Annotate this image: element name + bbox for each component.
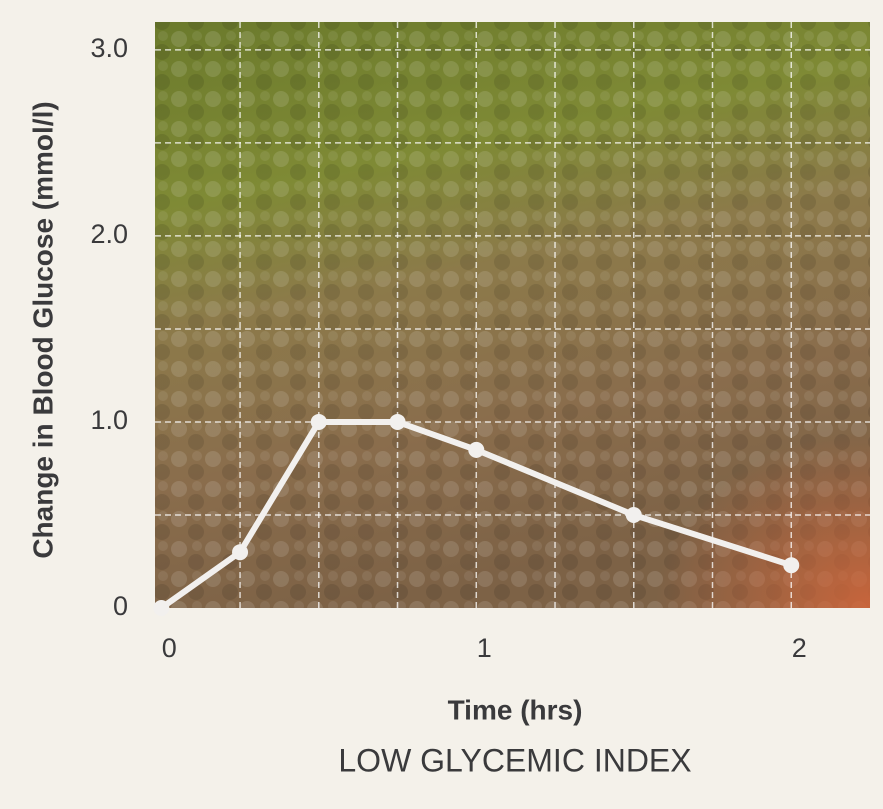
y-tick-label: 2.0 [90,219,128,249]
data-point [625,506,642,523]
data-point [389,413,406,430]
plot-corner [155,22,870,608]
data-point [310,413,327,430]
x-axis-label: Time (hrs) [448,694,583,725]
data-point [468,441,485,458]
y-tick-label: 0 [113,591,128,621]
y-tick-label: 3.0 [90,33,128,63]
y-tick-label: 1.0 [90,405,128,435]
data-point [783,557,800,574]
data-point [232,544,249,561]
data-point [153,600,170,616]
y-axis-label: Change in Blood Glucose (mmol/l) [27,101,58,558]
subtitle: LOW GLYCEMIC INDEX [338,742,691,778]
x-tick-label: 1 [477,633,492,663]
x-tick-label: 2 [792,633,807,663]
x-tick-label: 0 [162,633,177,663]
plot-area [153,22,870,616]
